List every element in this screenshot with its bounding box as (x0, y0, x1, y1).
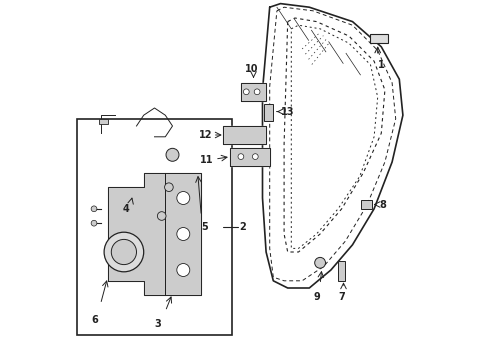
Bar (77, 119, 231, 335)
Text: 13: 13 (280, 107, 293, 117)
Text: 6: 6 (92, 315, 98, 325)
Text: 9: 9 (312, 292, 319, 302)
Polygon shape (241, 83, 265, 101)
Text: 3: 3 (154, 319, 161, 329)
Text: 2: 2 (239, 222, 245, 232)
Text: 11: 11 (200, 155, 213, 165)
Circle shape (166, 148, 179, 161)
Circle shape (164, 183, 173, 192)
Circle shape (157, 212, 166, 220)
Circle shape (177, 192, 189, 204)
Polygon shape (230, 148, 269, 166)
Polygon shape (165, 173, 201, 295)
Text: 5: 5 (201, 222, 208, 232)
Circle shape (252, 154, 258, 159)
Circle shape (111, 239, 136, 265)
Circle shape (254, 89, 260, 95)
Text: 7: 7 (338, 292, 345, 302)
Circle shape (104, 232, 143, 272)
Circle shape (238, 154, 244, 159)
Circle shape (243, 89, 249, 95)
Text: 10: 10 (244, 64, 258, 74)
Bar (337, 261, 345, 281)
Text: 8: 8 (379, 200, 386, 210)
Circle shape (314, 257, 325, 268)
Bar (361, 200, 371, 209)
Circle shape (177, 228, 189, 240)
Circle shape (91, 220, 97, 226)
Polygon shape (107, 173, 165, 295)
Polygon shape (223, 126, 265, 144)
Bar (99, 119, 107, 124)
Circle shape (177, 264, 189, 276)
Text: 1: 1 (377, 60, 384, 70)
Text: 4: 4 (122, 204, 129, 214)
Bar (370, 34, 387, 43)
Bar (264, 104, 273, 121)
Circle shape (91, 206, 97, 212)
Text: 12: 12 (198, 130, 212, 140)
